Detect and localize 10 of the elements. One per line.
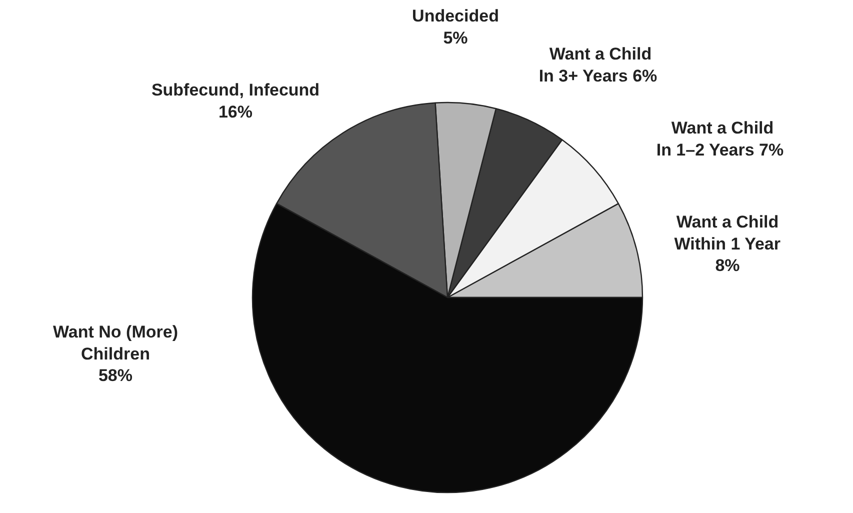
slice-label: Want a Child Within 1 Year (674, 212, 781, 254)
data-label: 8% (715, 256, 740, 276)
data-label: 58% (98, 366, 133, 386)
slice-label: Want a Child In 1–2 Years 7% (656, 118, 784, 160)
data-label: 5% (443, 28, 468, 48)
data-label: 16% (218, 102, 253, 122)
slice-label: Subfecund, Infecund (151, 80, 320, 100)
slice-label: Undecided (412, 6, 499, 26)
slice-label: Want No (More) Children (53, 322, 178, 364)
slice-label: Want a Child In 3+ Years 6% (538, 44, 658, 86)
